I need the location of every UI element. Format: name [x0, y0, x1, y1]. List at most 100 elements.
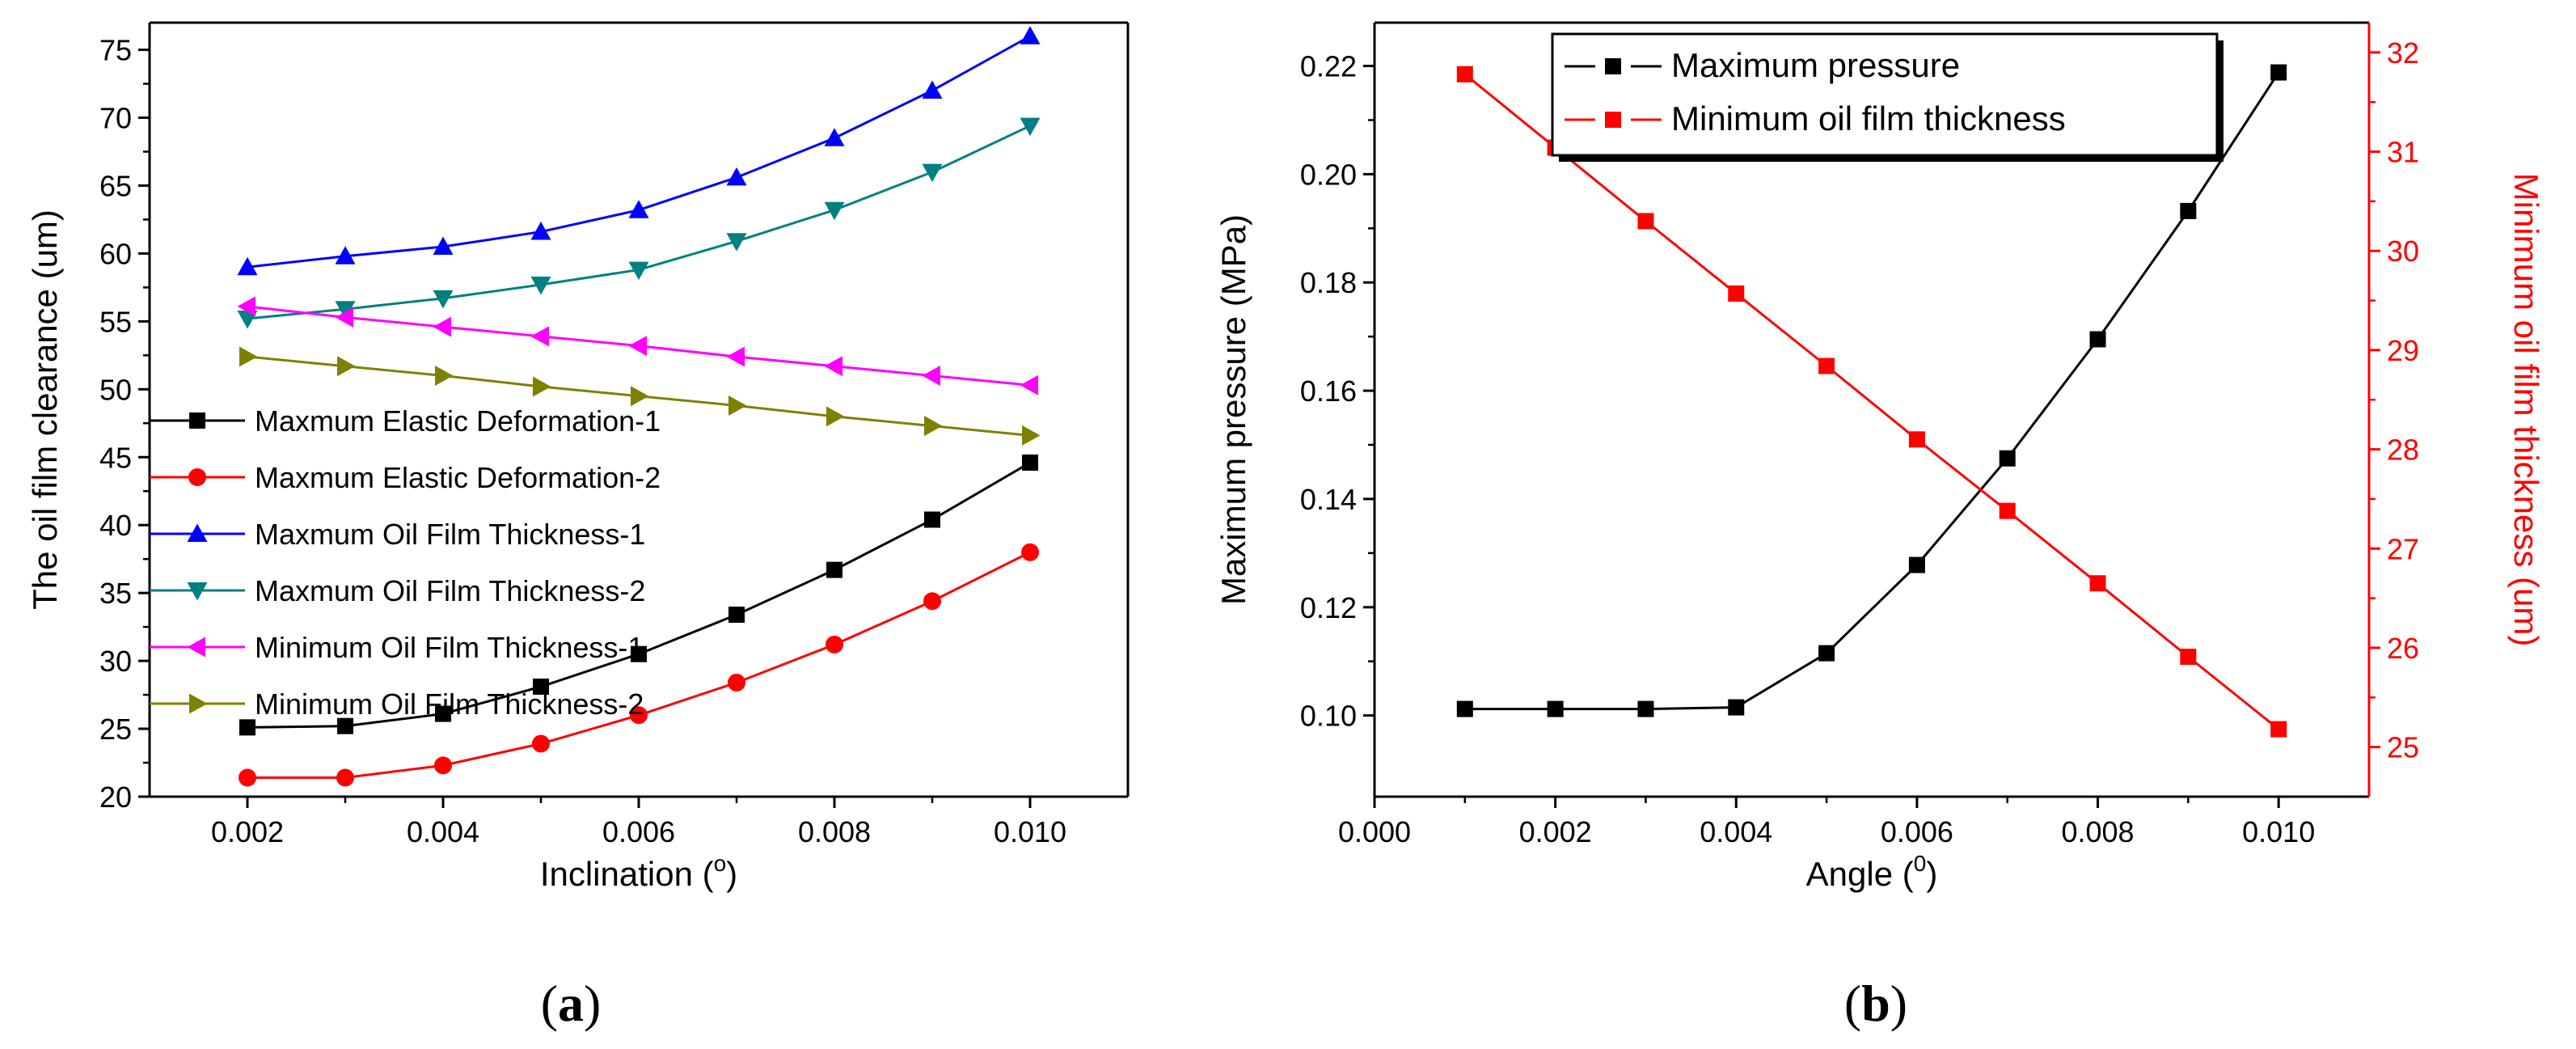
x-tick-label: 0.002: [211, 815, 284, 848]
data-point-series-4: [922, 163, 943, 183]
y-tick-label: 75: [99, 34, 132, 67]
panel-b-axes: 0.000 0.002 0.004 0.006 0.008 0.010 0.10 0.12 0.…: [1214, 21, 2545, 893]
x-tick-label: 0.010: [2242, 815, 2315, 848]
data-point-series-5: [1020, 374, 1038, 395]
panel-b-label: (b): [1844, 975, 1907, 1032]
y-tick-label: 0.16: [1300, 374, 1357, 408]
data-point-series-6: [435, 366, 454, 387]
y-tick-label: 0.12: [1300, 591, 1357, 624]
data-point-series-1: [435, 705, 451, 722]
y-axis-label: Maximum pressure (MPa): [1214, 214, 1252, 605]
series-line-4: [247, 125, 1031, 320]
data-point-series-2: [1456, 66, 1473, 82]
data-point-series-2: [239, 768, 256, 787]
data-point-series-4: [433, 290, 454, 309]
y-tick-label: 45: [99, 441, 132, 474]
y2-axis-label: Minimum oil film thickness (um): [2507, 173, 2545, 647]
legend-marker: [187, 582, 208, 601]
y2-tick-label: 32: [2387, 36, 2419, 70]
panel-b-chart: 0.000 0.002 0.004 0.006 0.008 0.010 0.10 0.12 0.…: [1214, 21, 2545, 893]
data-point-series-6: [631, 386, 649, 407]
x-axis-label: Inclination (o): [540, 851, 737, 893]
data-point-series-5: [530, 326, 549, 347]
data-point-series-5: [922, 366, 940, 387]
legend-marker: [189, 412, 205, 429]
y-tick-label: 0.22: [1300, 50, 1357, 83]
data-point-series-6: [1022, 425, 1041, 446]
data-point-series-1: [1456, 700, 1473, 717]
y2-tick-label: 30: [2387, 235, 2419, 268]
data-point-series-2: [1999, 502, 2016, 519]
data-point-series-1: [631, 645, 647, 662]
data-point-series-3: [726, 167, 747, 186]
legend-marker: [188, 468, 206, 486]
data-point-series-6: [728, 395, 747, 416]
data-point-series-1: [337, 717, 353, 734]
y-tick-label: 55: [99, 305, 132, 338]
y-tick-label: 30: [99, 645, 132, 678]
series-line-1: [1464, 71, 2280, 711]
panel-a-legend: Maxmum Elastic Deformation-1 Maxmum Elast…: [150, 404, 661, 721]
data-point-series-4: [824, 201, 845, 221]
data-point-series-6: [337, 356, 356, 377]
legend-label-2: Maxmum Elastic Deformation-2: [255, 461, 661, 494]
data-point-series-4: [237, 311, 258, 329]
data-point-series-1: [1637, 700, 1654, 717]
data-point-series-4: [335, 301, 356, 319]
y-tick-label: 60: [99, 237, 132, 270]
data-point-series-1: [2180, 202, 2197, 219]
legend-box: [1551, 32, 2219, 157]
data-point-series-1: [1818, 645, 1835, 662]
x-tick-label: 0.008: [798, 815, 871, 848]
data-point-series-1: [1022, 454, 1038, 471]
data-point-series-3: [530, 222, 551, 240]
data-point-series-1: [239, 719, 255, 736]
data-point-series-3: [824, 128, 845, 146]
y2-tick-label: 28: [2387, 434, 2419, 467]
legend-marker: [1605, 58, 1621, 74]
data-point-series-2: [2270, 721, 2287, 738]
data-point-series-3: [1020, 26, 1041, 44]
data-point-series-1: [1728, 699, 1745, 716]
data-point-series-2: [630, 706, 648, 725]
legend-label-1: Maximum pressure: [1671, 46, 1960, 84]
data-point-series-5: [433, 316, 451, 337]
data-point-series-1: [1908, 556, 1925, 573]
legend-label-1: Maxmum Elastic Deformation-1: [255, 404, 661, 438]
data-point-series-3: [335, 246, 356, 264]
legend-marker: [189, 693, 208, 714]
x-tick-label: 0.006: [1881, 815, 1953, 848]
data-point-series-2: [826, 635, 843, 654]
y-tick-label: 65: [99, 169, 132, 202]
legend-marker: [187, 523, 208, 542]
panel-b-series: [1456, 64, 2287, 738]
data-point-series-2: [1908, 431, 1925, 448]
y-tick-label: 70: [99, 102, 132, 135]
data-point-series-4: [726, 233, 747, 252]
data-point-series-2: [1021, 543, 1039, 561]
legend-label-6: Minimum Oil Film Thickness-2: [255, 687, 644, 721]
y2-tick-label: 25: [2387, 731, 2419, 764]
data-point-series-2: [2180, 649, 2197, 666]
x-tick-label: 0.004: [407, 815, 479, 848]
x-tick-label: 0.000: [1338, 815, 1411, 848]
data-point-series-6: [924, 416, 943, 437]
data-point-series-1: [533, 679, 549, 696]
data-point-series-6: [239, 346, 258, 367]
y-tick-label: 20: [99, 780, 132, 814]
data-point-series-5: [237, 296, 255, 317]
panel-a-chart: 0.002 0.004 0.006 0.008 0.010 20 25 30 35 40 45 50 5…: [26, 21, 1130, 893]
data-point-series-1: [924, 511, 940, 528]
data-point-series-5: [824, 356, 842, 377]
data-point-series-1: [2270, 64, 2287, 81]
y-tick-label: 25: [99, 713, 132, 746]
data-point-series-2: [728, 673, 745, 692]
data-point-series-2: [1728, 285, 1745, 302]
y-tick-label: 0.10: [1300, 700, 1357, 733]
series-line-3: [247, 35, 1031, 269]
data-point-series-2: [434, 756, 452, 775]
data-point-series-1: [826, 561, 842, 578]
legend-label-3: Maxmum Oil Film Thickness-1: [255, 518, 645, 551]
y-axis-label: The oil film clearance (um): [26, 209, 64, 610]
